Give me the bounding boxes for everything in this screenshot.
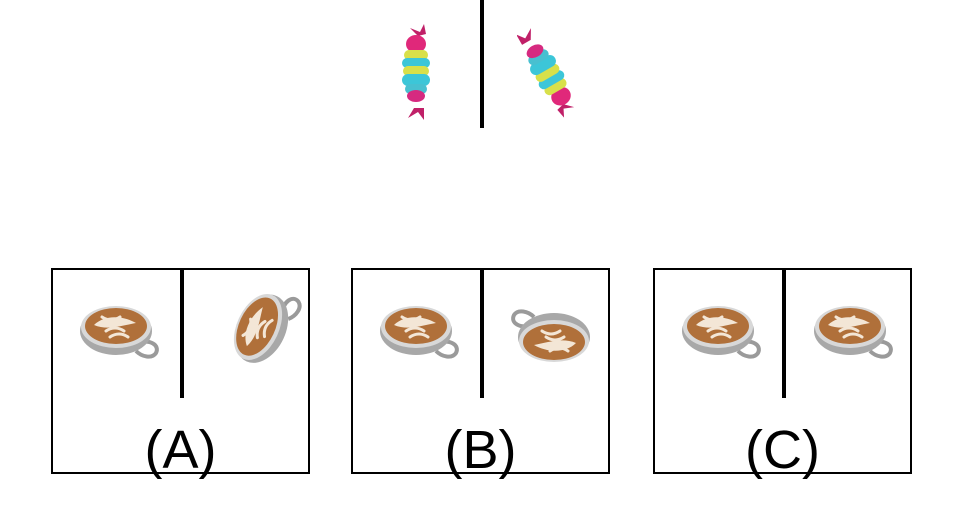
option-c[interactable]: (C) xyxy=(653,268,912,480)
latte-cup-icon xyxy=(511,309,592,364)
question-panel xyxy=(380,0,590,130)
mirror-line xyxy=(782,270,786,398)
mirror-line xyxy=(480,0,484,128)
mirror-line xyxy=(480,270,484,398)
option-label: (C) xyxy=(745,420,820,480)
candy-icon xyxy=(402,24,430,120)
latte-cup-icon xyxy=(812,304,893,359)
latte-cup-icon xyxy=(680,304,761,359)
latte-cup-icon xyxy=(78,304,159,359)
option-a[interactable]: (A) xyxy=(51,268,310,480)
mirror-line xyxy=(180,270,184,398)
option-b[interactable]: (B) xyxy=(351,268,610,480)
option-label: (A) xyxy=(144,420,217,480)
option-label: (B) xyxy=(444,420,517,480)
candy-icon xyxy=(517,23,577,121)
latte-cup-icon xyxy=(378,304,459,359)
latte-cup-icon xyxy=(221,282,303,372)
